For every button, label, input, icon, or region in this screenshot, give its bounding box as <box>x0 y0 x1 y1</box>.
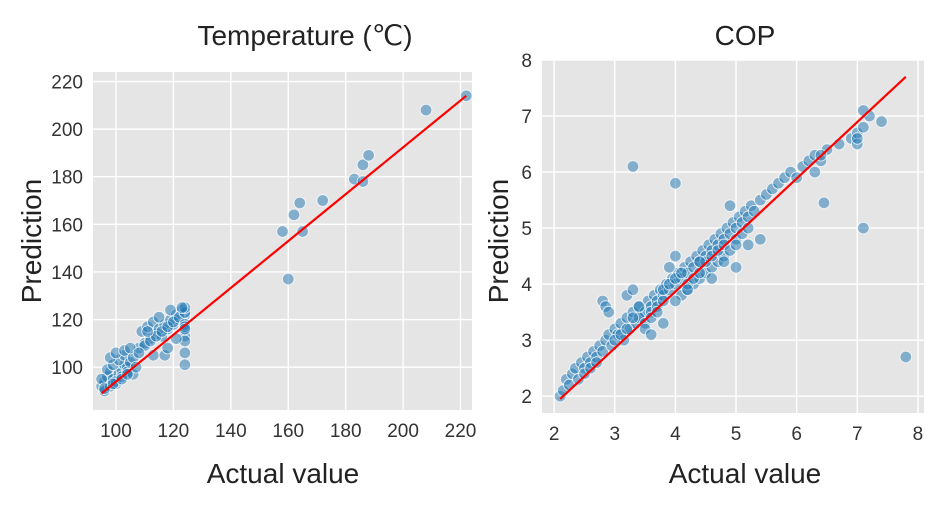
cop-y-tick-label: 2 <box>521 387 532 408</box>
cop-data-point <box>626 311 640 324</box>
cop-y-tick-label: 5 <box>521 219 532 240</box>
temperature-y-tick-label: 100 <box>51 358 83 379</box>
cop-data-point <box>602 305 615 319</box>
cop-data-point <box>729 238 743 252</box>
temperature-data-point <box>178 358 192 372</box>
cop-data-point <box>851 132 864 145</box>
temperature-x-tick-label: 200 <box>387 421 419 442</box>
temperature-data-point <box>419 103 433 117</box>
cop-chart: 2 3 4 5 6 7 8 2 3 4 5 6 7 8 COP Actual value Predict… <box>483 20 924 489</box>
cop-y-tick-label: 3 <box>521 331 532 352</box>
temperature-x-tick-label: 100 <box>100 421 132 442</box>
temperature-x-axis-label: Actual value <box>207 458 360 489</box>
cop-y-axis-label: Prediction <box>483 179 514 304</box>
temperature-points <box>95 89 473 398</box>
temperature-data-point <box>362 149 375 162</box>
cop-data-point <box>808 165 822 179</box>
temperature-data-point <box>296 225 309 238</box>
temperature-x-tick-label: 140 <box>215 421 247 442</box>
temperature-data-point <box>161 341 174 355</box>
cop-data-point <box>741 238 755 252</box>
temperature-data-point <box>141 325 154 338</box>
cop-data-point <box>675 266 688 280</box>
temperature-data-point <box>281 272 295 286</box>
cop-data-point <box>857 104 870 117</box>
temperature-y-tick-label: 180 <box>51 168 83 189</box>
cop-data-point <box>669 249 682 263</box>
cop-x-tick-label: 4 <box>670 424 681 445</box>
temperature-data-point <box>293 196 306 210</box>
cop-data-point <box>663 261 676 274</box>
cop-data-point <box>650 305 664 319</box>
temperature-x-tick-label: 120 <box>158 421 190 442</box>
temperature-data-point <box>132 346 146 360</box>
temperature-data-point <box>287 208 301 222</box>
cop-x-tick-label: 6 <box>791 424 802 445</box>
temperature-y-tick-label: 220 <box>51 73 83 94</box>
temperature-y-ticks: 100 120 140 160 180 200 220 <box>51 73 83 380</box>
temperature-chart-title: Temperature (℃) <box>197 20 412 51</box>
cop-y-tick-label: 6 <box>521 163 532 184</box>
cop-x-tick-label: 5 <box>731 424 742 445</box>
cop-data-point <box>899 350 913 364</box>
temperature-x-tick-label: 220 <box>445 421 477 442</box>
cop-x-ticks: 2 3 4 5 6 7 8 <box>549 424 923 445</box>
cop-x-tick-label: 2 <box>549 424 560 445</box>
temperature-data-point <box>164 303 177 317</box>
cop-y-tick-label: 4 <box>521 275 532 296</box>
temperature-data-point <box>178 346 192 360</box>
cop-x-tick-label: 8 <box>913 424 924 445</box>
cop-data-point <box>590 356 603 369</box>
temperature-data-point <box>175 301 189 314</box>
cop-y-tick-label: 8 <box>521 51 532 72</box>
temperature-y-tick-label: 200 <box>51 120 83 141</box>
temperature-x-ticks: 100 120 140 160 180 200 220 <box>100 421 476 442</box>
cop-data-point <box>669 294 682 308</box>
cop-chart-title: COP <box>715 20 776 51</box>
temperature-chart: 100 120 140 160 180 200 220 100 120 140 160 180 200… <box>16 20 476 489</box>
cop-data-point <box>626 283 640 296</box>
temperature-x-tick-label: 160 <box>272 421 304 442</box>
cop-data-point <box>875 115 888 128</box>
cop-data-point <box>644 328 658 341</box>
cop-data-point <box>657 317 670 330</box>
temperature-y-tick-label: 140 <box>51 263 83 284</box>
cop-points <box>553 104 913 403</box>
temperature-y-tick-label: 160 <box>51 215 83 236</box>
cop-x-tick-label: 7 <box>852 424 863 445</box>
cop-x-tick-label: 3 <box>609 424 620 445</box>
cop-data-point <box>717 255 731 268</box>
cop-data-point <box>626 160 640 173</box>
temperature-data-point <box>356 158 370 172</box>
cop-data-point <box>681 283 694 296</box>
temperature-y-tick-label: 120 <box>51 311 83 332</box>
cop-data-point <box>729 261 743 274</box>
cop-x-axis-label: Actual value <box>669 458 822 489</box>
cop-data-point <box>669 177 682 190</box>
temperature-data-point <box>121 368 134 381</box>
cop-data-point <box>857 120 870 134</box>
temperature-fit-line <box>100 94 467 395</box>
cop-data-point <box>620 322 634 336</box>
cop-data-point <box>817 196 831 210</box>
cop-data-point <box>723 199 737 212</box>
cop-y-ticks: 2 3 4 5 6 7 8 <box>521 51 532 408</box>
temperature-data-point <box>316 194 329 207</box>
cop-fit-line <box>559 76 907 400</box>
cop-data-point <box>705 272 719 285</box>
cop-data-point <box>657 294 670 308</box>
cop-y-tick-label: 7 <box>521 107 532 128</box>
temperature-x-tick-label: 180 <box>330 421 362 442</box>
cop-data-point <box>754 233 767 246</box>
temperature-data-point <box>152 310 166 324</box>
temperature-y-axis-label: Prediction <box>16 179 47 304</box>
cop-data-point <box>632 300 646 313</box>
temperature-data-point <box>276 225 289 238</box>
cop-data-point <box>857 221 870 235</box>
